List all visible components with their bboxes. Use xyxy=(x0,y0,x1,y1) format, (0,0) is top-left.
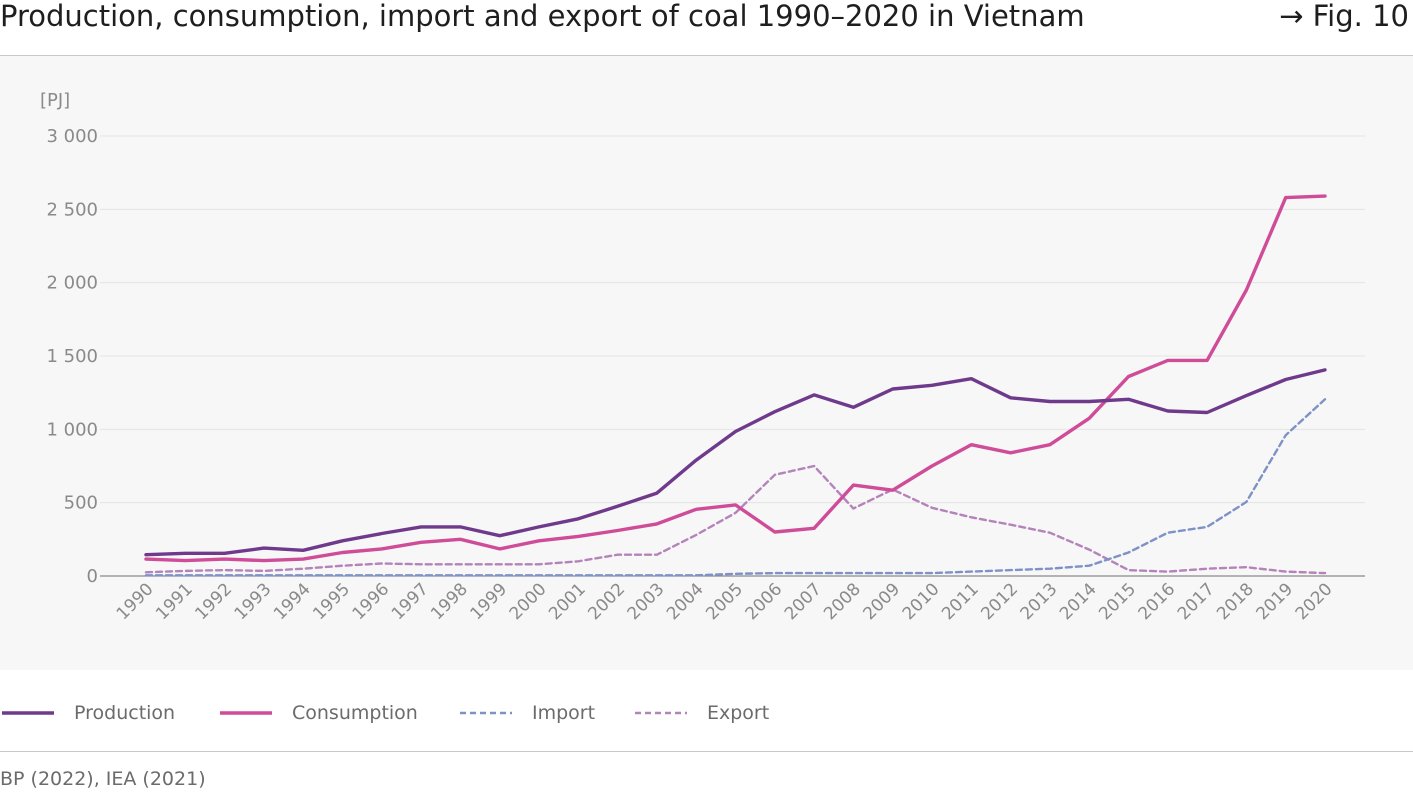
x-tick-label: 2016 xyxy=(1135,579,1180,624)
legend-item-export: Export xyxy=(633,698,769,728)
x-tick-label: 2012 xyxy=(977,579,1022,624)
legend-swatch xyxy=(2,711,54,715)
legend-label: Export xyxy=(707,702,770,724)
x-tick-label: 2003 xyxy=(624,579,669,624)
x-tick-label: 1994 xyxy=(270,579,315,624)
legend-item-import: Import xyxy=(458,698,595,728)
x-tick-label: 1991 xyxy=(152,579,197,624)
y-axis-ticks: 0 500 1 000 1 500 2 000 2 500 3 000 xyxy=(46,126,98,587)
x-tick-label: 2019 xyxy=(1252,579,1297,624)
legend-swatch xyxy=(220,711,272,715)
x-tick-label: 2004 xyxy=(663,579,708,624)
x-tick-label: 2006 xyxy=(742,579,787,624)
x-axis-ticks: 1990199119921993199419951996199719981999… xyxy=(113,579,1337,624)
x-tick-label: 2015 xyxy=(1095,579,1140,624)
y-tick-label: 2 000 xyxy=(46,273,98,294)
x-tick-label: 1997 xyxy=(388,579,433,624)
legend-swatch xyxy=(460,711,512,715)
x-tick-label: 1993 xyxy=(231,579,276,624)
legend-label: Consumption xyxy=(292,702,418,724)
legend-label: Import xyxy=(532,702,596,724)
figure-reference: → Fig. 10 xyxy=(1279,0,1409,33)
x-tick-label: 2000 xyxy=(506,579,551,624)
x-tick-label: 2018 xyxy=(1213,579,1258,624)
x-tick-label: 1999 xyxy=(467,579,512,624)
series-line-export xyxy=(144,464,1327,575)
legend-label: Production xyxy=(74,702,176,724)
y-tick-label: 0 xyxy=(87,566,98,587)
x-tick-label: 2020 xyxy=(1292,579,1337,624)
x-tick-label: 1996 xyxy=(349,579,394,624)
x-tick-label: 1998 xyxy=(427,579,472,624)
y-tick-label: 500 xyxy=(64,493,98,514)
y-tick-label: 1 500 xyxy=(46,346,98,367)
y-tick-label: 3 000 xyxy=(46,126,98,147)
series-line-production xyxy=(144,368,1327,557)
legend-item-consumption: Consumption xyxy=(218,698,418,728)
y-tick-label: 2 500 xyxy=(46,199,98,220)
x-tick-label: 2017 xyxy=(1174,579,1219,624)
x-tick-label: 2001 xyxy=(545,579,590,624)
x-tick-label: 2011 xyxy=(938,579,983,624)
x-tick-label: 2010 xyxy=(899,579,944,624)
y-tick-label: 1 000 xyxy=(46,419,98,440)
x-tick-label: 2013 xyxy=(1017,579,1062,624)
x-tick-label: 2009 xyxy=(860,579,905,624)
gridlines xyxy=(100,135,1365,577)
series-line-import xyxy=(144,398,1327,577)
series-line-consumption xyxy=(144,194,1327,563)
x-tick-label: 2014 xyxy=(1056,579,1101,624)
x-tick-label: 1992 xyxy=(191,579,236,624)
chart-title: Production, consumption, import and expo… xyxy=(0,0,1085,33)
series-lines xyxy=(144,194,1327,577)
x-tick-label: 2005 xyxy=(702,579,747,624)
chart-panel: 0 500 1 000 1 500 2 000 2 500 3 000 [PJ] 1990 1… xyxy=(0,56,1413,670)
source-note: BP (2022), IEA (2021) xyxy=(0,768,206,790)
header-divider xyxy=(0,55,1413,56)
x-tick-label: 2007 xyxy=(781,579,826,624)
x-tick-label: 1995 xyxy=(309,579,354,624)
x-tick-label: 1990 xyxy=(113,579,158,624)
x-tick-label: 2008 xyxy=(820,579,865,624)
footer-divider xyxy=(0,751,1413,752)
legend-swatch xyxy=(635,711,687,715)
x-tick-label: 2002 xyxy=(584,579,629,624)
y-axis-unit: [PJ] xyxy=(40,90,70,111)
legend-item-production: Production xyxy=(0,698,175,728)
